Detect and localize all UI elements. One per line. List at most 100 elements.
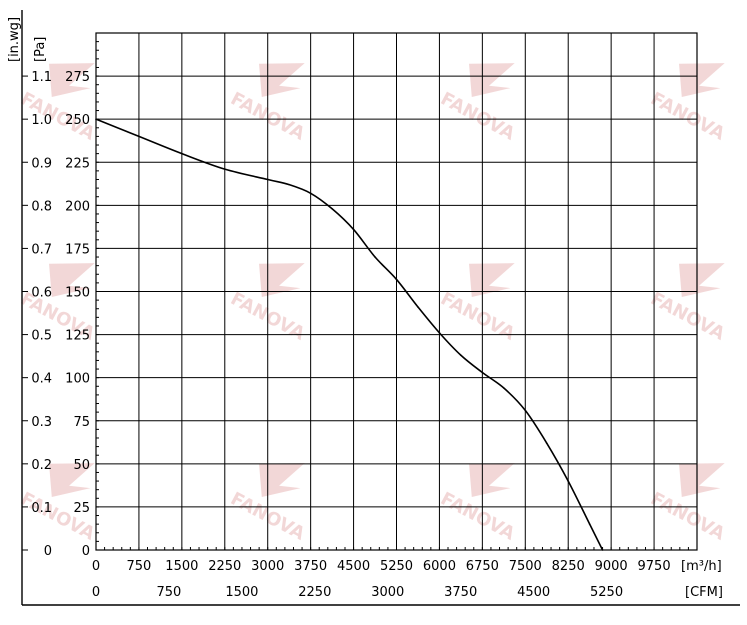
x-secondary-tick-label: 2250 [298,585,331,600]
curve-point [352,228,355,231]
curve-point [223,168,226,170]
curve-point [524,409,527,412]
x-tick-label: 0 [92,559,100,574]
x-tick-label: 750 [127,559,152,574]
x-tick-label: 4500 [337,559,370,574]
x-axis-unit-label: [m³/h] [681,559,722,574]
axis-layer [21,10,740,606]
grid-layer [95,32,698,551]
watermark-text: FANOVA [17,488,98,544]
curve-point [95,118,97,120]
watermark-text: FANOVA [647,288,728,344]
y-tick-label: 150 [65,286,90,301]
y-tick-label: 0 [82,544,90,559]
y-secondary-tick-label: 0.3 [31,415,52,430]
curve-point [601,549,604,551]
y-secondary-tick-label: 0.7 [31,242,52,257]
y-secondary-tick-label: 1.0 [31,113,52,128]
watermark-layer: FANOVA FANOVA FANOVA FANOVA FANOVA FANOVA FANO… [17,63,728,545]
series-layer [95,118,604,551]
watermark-text: FANOVA [647,488,728,544]
watermark-logo-shape [49,263,95,297]
watermark-logo-shape [259,263,305,297]
x-secondary-tick-label: 4500 [517,585,550,600]
watermark-mark: FANOVA [437,263,518,345]
watermark-logo-shape [469,263,515,297]
y-axis-unit-label: [Pa] [33,37,48,62]
plot-frame [95,32,698,551]
curve-point [374,256,376,258]
x-secondary-tick-label: 5250 [590,585,623,600]
y-secondary-tick-label: 0.2 [31,458,52,473]
y-tick-label: 100 [65,372,90,387]
watermark-logo-shape [49,63,95,97]
x-tick-label: 9750 [638,559,671,574]
y-secondary-tick-label: 0.1 [31,501,52,516]
y-secondary-tick-label: 0 [44,544,52,559]
curve-point [460,354,462,357]
watermark-mark: FANOVA [227,63,308,145]
y-tick-label: 125 [65,329,90,344]
x-tick-label: 6000 [423,559,456,574]
x-axis-secondary-unit-label: [CFM] [685,585,723,600]
curve-point [481,371,484,374]
watermark-logo-shape [679,63,725,97]
watermark-mark: FANOVA [437,63,518,145]
curve-point [181,152,183,155]
watermark-logo-shape [259,463,305,497]
x-tick-label: 6750 [466,559,499,574]
curve-point [503,387,505,389]
curve-point [567,480,570,482]
y-tick-label: 275 [65,70,90,85]
y-secondary-tick-label: 0.6 [31,286,52,301]
y-secondary-tick-label: 0.5 [31,329,52,344]
curve-point [309,192,312,195]
x-tick-label: 1500 [165,559,198,574]
x-tick-label: 8250 [552,559,585,574]
y-tick-label: 200 [65,199,90,214]
x-tick-label: 3000 [251,559,284,574]
x-secondary-tick-label: 3000 [371,585,404,600]
watermark-text: FANOVA [647,88,728,144]
x-tick-label: 9000 [595,559,628,574]
watermark-mark: FANOVA [227,463,308,545]
x-secondary-tick-label: 3750 [444,585,477,600]
x-tick-label: 3750 [294,559,327,574]
y-axis-secondary-unit-label: [in.wg] [7,17,22,62]
watermark-logo-shape [469,463,515,497]
x-tick-label: 7500 [509,559,542,574]
y-tick-label: 175 [65,242,90,257]
curve-point [331,207,333,210]
curve-point [288,183,290,186]
curve-point [395,278,398,281]
y-tick-label: 25 [73,501,90,516]
y-tick-label: 250 [65,113,90,128]
y-secondary-tick-label: 0.8 [31,199,52,214]
watermark-logo-shape [469,63,515,97]
watermark-text: FANOVA [437,88,518,144]
y-secondary-tick-label: 0.4 [31,372,52,387]
watermark-text: FANOVA [437,288,518,344]
watermark-text: FANOVA [437,488,518,544]
curve-point [266,178,269,181]
watermark-mark: FANOVA [437,463,518,545]
curve-point [138,135,140,138]
x-tick-label: 2250 [208,559,241,574]
watermark-logo-shape [49,463,95,497]
watermark-mark: FANOVA [227,263,308,345]
curve-point [588,523,591,525]
x-secondary-tick-label: 0 [92,585,100,600]
y-tick-label: 50 [73,458,90,473]
curve-point [417,306,419,308]
watermark-logo-shape [679,263,725,297]
curve-point [438,332,441,334]
y-tick-label: 225 [65,156,90,171]
curve-point [545,442,548,444]
label-layer: [Pa] [in.wg] [m³/h] [CFM] 0 25 50 75 100 125 1… [7,17,723,600]
watermark-logo-shape [679,463,725,497]
x-secondary-tick-label: 750 [157,585,182,600]
y-secondary-tick-label: 1.1 [31,70,52,85]
x-tick-label: 5250 [380,559,413,574]
y-tick-label: 75 [73,415,90,430]
